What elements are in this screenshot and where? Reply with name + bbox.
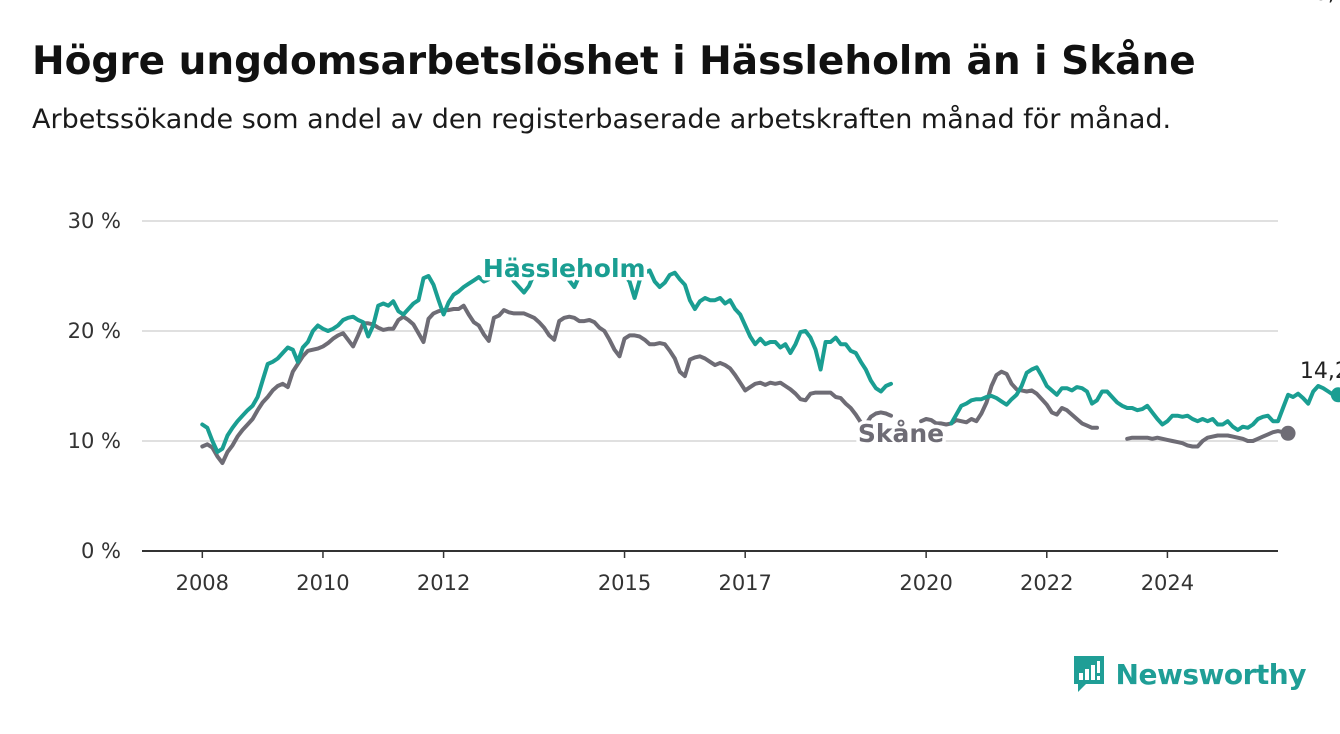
x-tick-label: 2020 <box>899 571 952 595</box>
y-axis: 0 % 10 % 20 % 30 % <box>68 209 121 563</box>
x-axis: 2008 2010 2012 2015 2017 2020 2022 2024 <box>176 551 1194 595</box>
x-tick-label: 2022 <box>1020 571 1073 595</box>
line-chart: 0 % 10 % 20 % 30 % 2008 2010 2012 2015 2017 2020… <box>68 0 1340 595</box>
x-tick-label: 2015 <box>598 571 651 595</box>
skane-end-label: 10,7 % <box>1300 0 1340 6</box>
skane-series-label: Skåne <box>858 419 944 448</box>
hassleholm-line <box>200 259 1340 454</box>
hassleholm-end-point <box>1330 387 1340 403</box>
y-tick-label: 30 % <box>68 209 121 233</box>
x-tick-label: 2010 <box>296 571 349 595</box>
newsworthy-logo-icon <box>1073 656 1104 692</box>
chart-title: Högre ungdomsarbetslöshet i Hässleholm ä… <box>32 39 1196 84</box>
y-tick-label: 10 % <box>68 429 121 453</box>
x-tick-label: 2008 <box>176 571 229 595</box>
skane-end-point <box>1280 425 1296 441</box>
brand-logo: Newsworthy <box>1072 652 1307 696</box>
y-tick-label: 0 % <box>81 539 121 563</box>
y-tick-label: 20 % <box>68 319 121 343</box>
hassleholm-series-label: Hässleholm <box>483 254 646 283</box>
series-lines <box>200 259 1340 465</box>
gridlines <box>142 220 1278 552</box>
labels: 14,2 % 10,7 % Hässleholm Skåne <box>479 0 1340 452</box>
hassleholm-end-label: 14,2 % <box>1300 359 1340 384</box>
chart-subtitle: Arbetssökande som andel av den registerb… <box>32 104 1172 135</box>
brand-name: Newsworthy <box>1115 657 1307 691</box>
x-tick-label: 2017 <box>718 571 771 595</box>
x-tick-label: 2012 <box>417 571 470 595</box>
x-tick-label: 2024 <box>1141 571 1194 595</box>
